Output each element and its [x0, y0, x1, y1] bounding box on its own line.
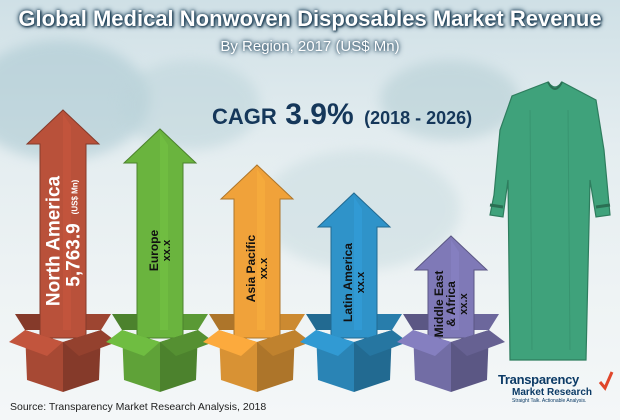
source-note: Source: Transparency Market Research Ana…: [10, 401, 267, 413]
bars-group: North America 5,763.9(US$ Mn)Europe xx.x As…: [9, 109, 505, 392]
cagr-period: (2018 - 2026): [364, 108, 473, 128]
bar-category-label: Europe: [147, 230, 161, 272]
bar-label-group: Asia Pacific xx.x: [244, 234, 270, 302]
bar-category-label: Asia Pacific: [244, 234, 258, 302]
box-flap: [300, 330, 354, 356]
bar-north-america: North America 5,763.9 (US$ Mn): [9, 109, 117, 392]
box-flap: [160, 330, 214, 356]
cagr-value: 3.9%: [285, 98, 354, 131]
bar-label-group: Latin America xx.x: [341, 243, 367, 322]
bar-category-label: Latin America: [341, 243, 355, 322]
bar-arrow: [25, 109, 101, 339]
box-flap: [257, 330, 311, 356]
bar-arrow: [219, 164, 295, 339]
bar-category-label: Middle East: [432, 271, 446, 338]
gown-body: [489, 81, 611, 361]
bar-label-group: Europe xx.x: [147, 230, 173, 272]
bar-highlight: [451, 240, 459, 330]
cagr-label: CAGR: [212, 104, 277, 129]
box-flap: [397, 330, 451, 356]
box-flap: [451, 330, 505, 356]
bar-value-label: xx.x: [458, 292, 470, 314]
cagr-annotation: CAGR 3.9% (2018 - 2026): [212, 98, 472, 132]
box-flap: [106, 330, 160, 356]
logo-line1: Transparency: [498, 372, 579, 387]
bar-unit-label: (US$ Mn): [71, 179, 80, 214]
chart-subtitle: By Region, 2017 (US$ Mn): [220, 38, 400, 55]
bar-highlight: [354, 197, 362, 330]
box-flap: [203, 330, 257, 356]
logo-line2: Market Research: [512, 387, 593, 398]
gown-illustration: [489, 81, 611, 361]
box-flap: [354, 330, 408, 356]
box-flap: [9, 330, 63, 356]
bar-value-label: xx.x: [258, 257, 270, 279]
bar-value-label: xx.x: [161, 239, 173, 261]
bar-highlight: [63, 114, 71, 330]
bar-europe: Europe xx.x: [106, 128, 214, 392]
logo-tagline: Straight Talk. Actionable Analysis.: [512, 398, 587, 404]
bar-value-label: 5,763.9: [64, 223, 85, 286]
background-blur: [120, 60, 260, 150]
bar-category-label: North America: [44, 175, 65, 306]
box-flap: [63, 330, 117, 356]
background-blur: [380, 60, 520, 140]
bar-arrow: [122, 128, 198, 339]
chart-title: Global Medical Nonwoven Disposables Mark…: [18, 6, 602, 31]
bar-highlight: [160, 133, 168, 330]
logo-check-icon: [598, 371, 614, 391]
bar-arrow: [316, 192, 392, 339]
company-logo: Transparency Market Research Straight Ta…: [498, 371, 614, 404]
bar-arrow: [413, 235, 489, 339]
bar-category-label: & Africa: [444, 281, 458, 327]
bar-label-group: North America 5,763.9 (US$ Mn): [44, 175, 85, 306]
bar-middle-east-africa: Middle East& Africa xx.x: [397, 235, 505, 392]
bar-label-group: Middle East& Africa xx.x: [432, 271, 470, 338]
bar-latin-america: Latin America xx.x: [300, 192, 408, 392]
bar-asia-pacific: Asia Pacific xx.x: [203, 164, 311, 392]
bar-highlight: [257, 169, 265, 330]
bar-value-label: xx.x: [355, 271, 367, 293]
